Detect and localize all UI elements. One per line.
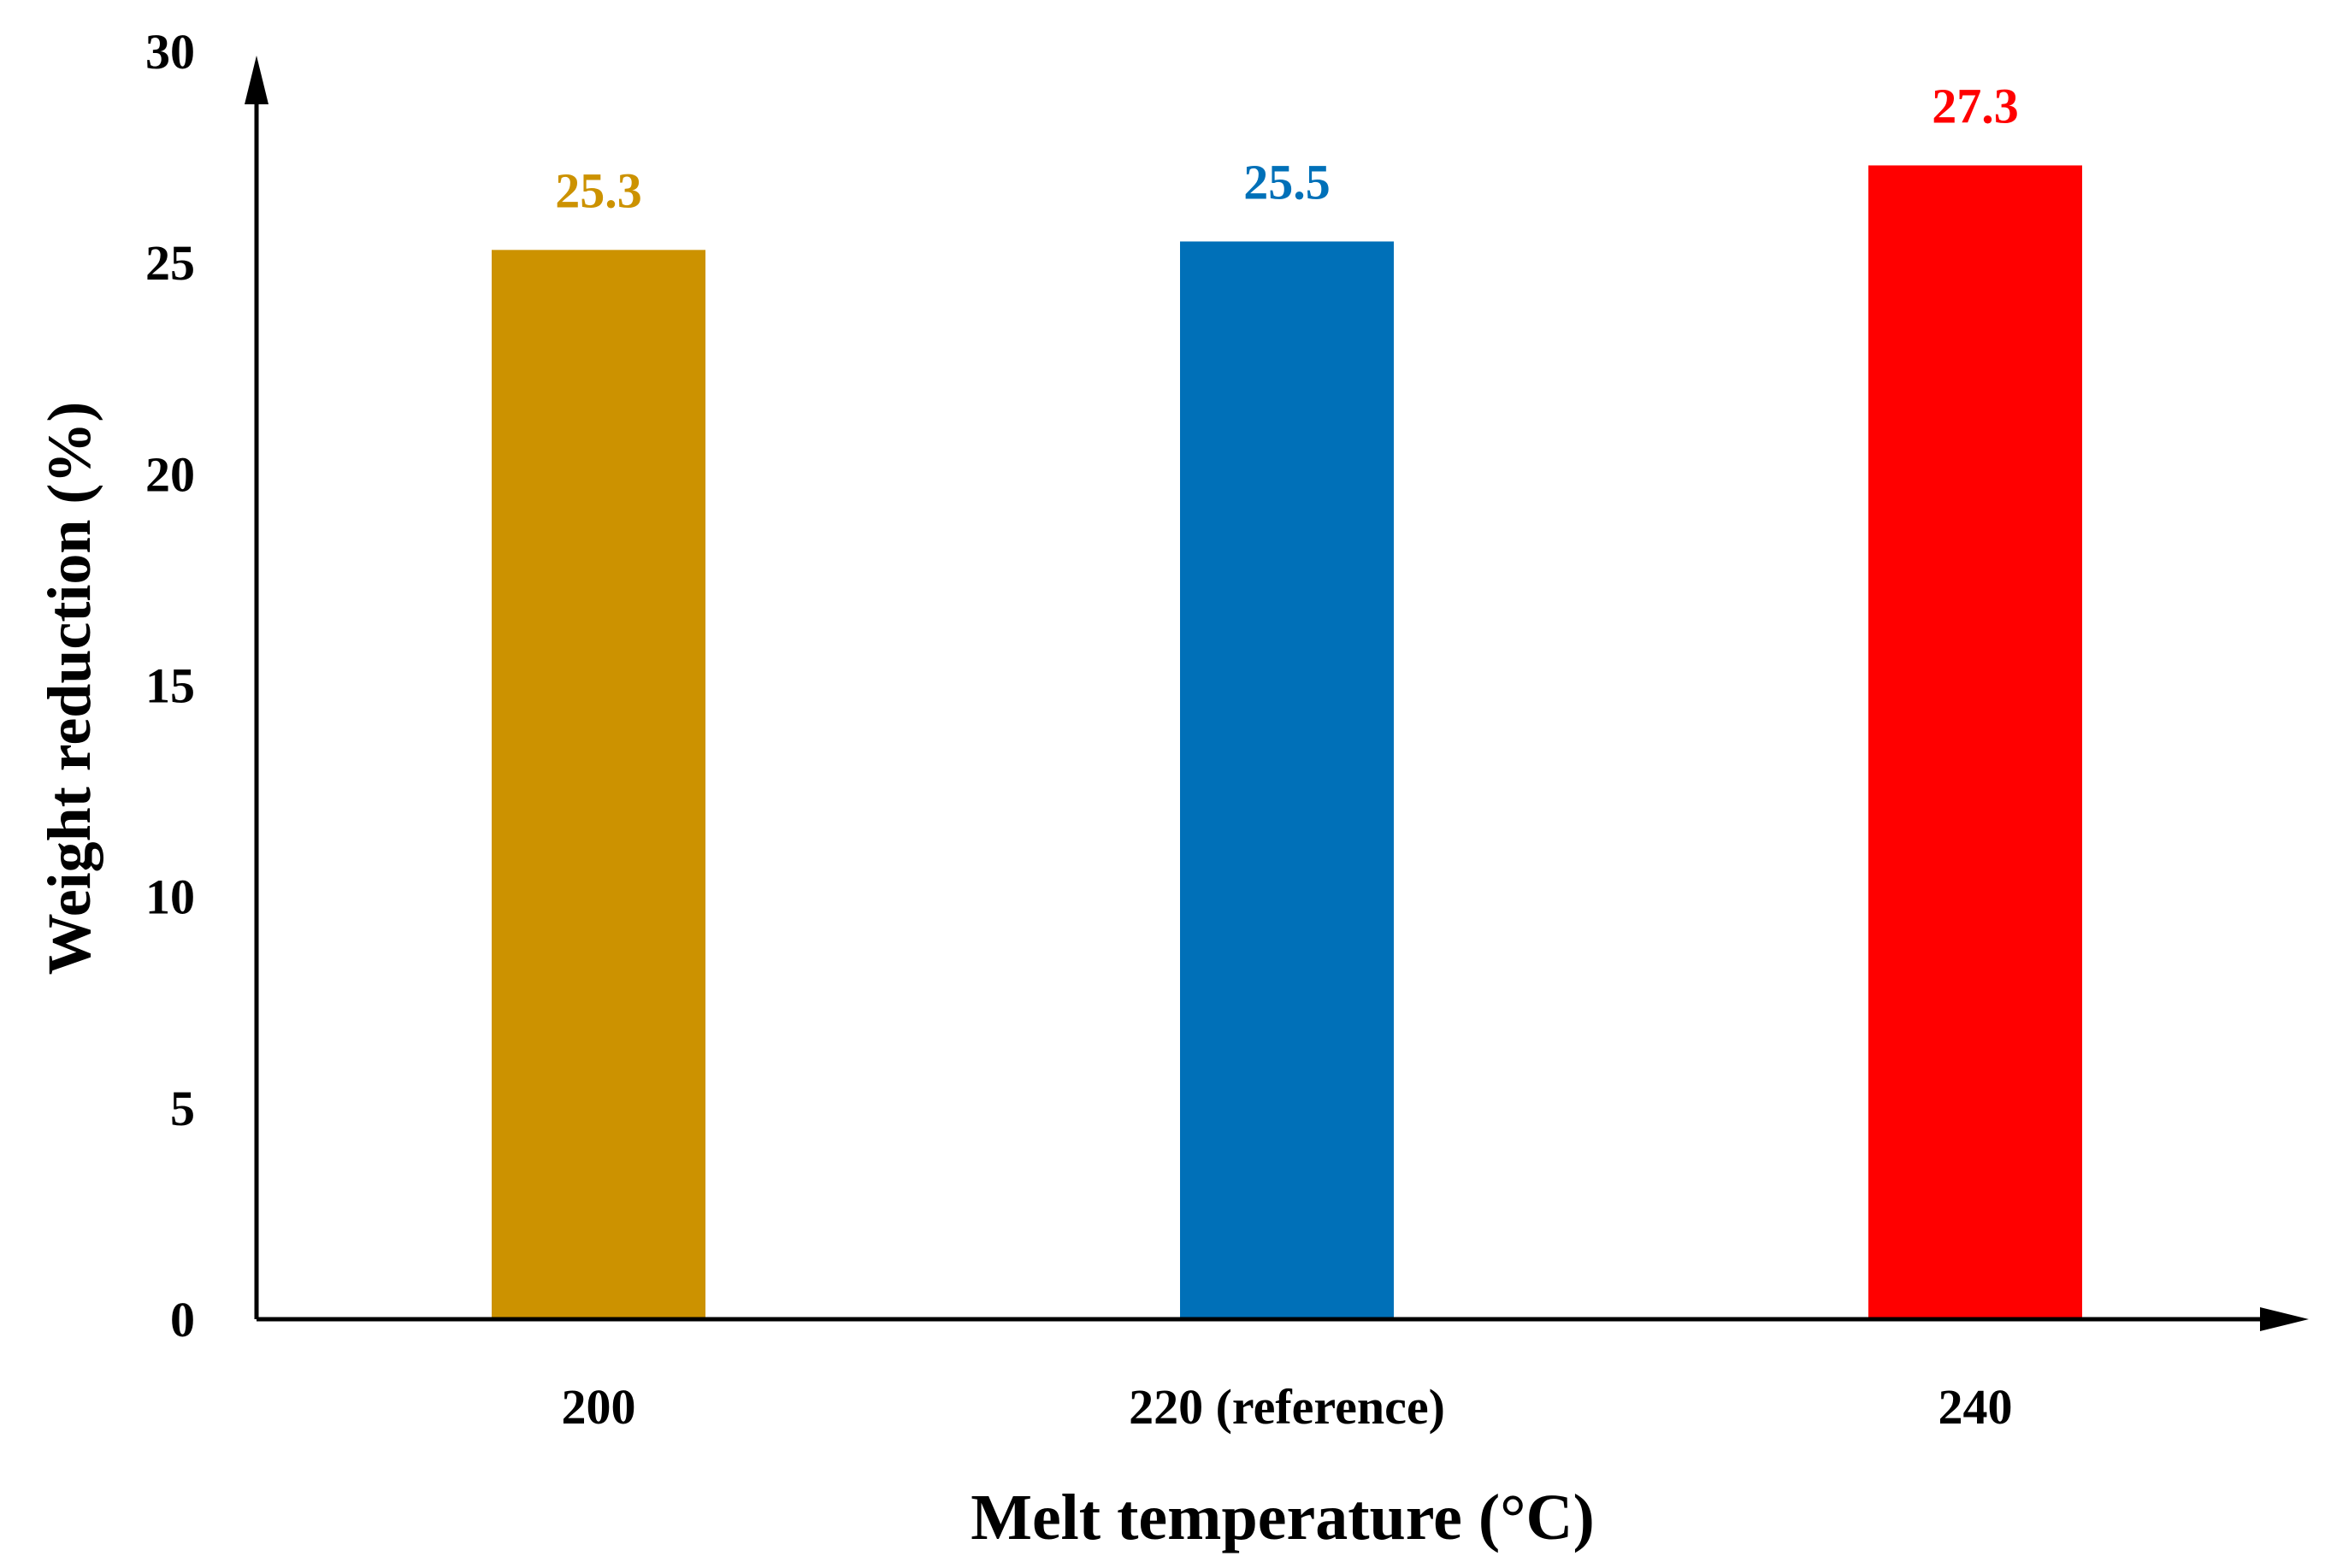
x-tick-label: 240 [1938, 1379, 2013, 1435]
y-tick-label: 5 [170, 1081, 195, 1136]
bar-200 [492, 250, 705, 1319]
x-axis-arrowhead [2260, 1307, 2309, 1331]
data-label: 27.3 [1932, 78, 2019, 133]
data-labels: 25.3 25.5 27.3 [555, 78, 2019, 218]
y-tick-label: 25 [145, 235, 195, 291]
x-tick-label: 220 (reference) [1129, 1379, 1445, 1435]
y-tick-label: 10 [145, 869, 195, 925]
axes-layer [245, 56, 2309, 1331]
data-label: 25.5 [1243, 154, 1331, 209]
bar-220 [1180, 241, 1394, 1320]
x-tick-label: 200 [562, 1379, 636, 1435]
y-tick-label: 30 [145, 24, 195, 80]
x-axis-title: Melt temperature (°C) [971, 1482, 1595, 1553]
y-axis-arrowhead [245, 56, 268, 104]
y-axis-title: Weight reduction (%) [35, 402, 103, 976]
y-tick-label: 20 [145, 446, 195, 502]
bar-240 [1868, 165, 2082, 1320]
bars-layer [492, 165, 2082, 1320]
y-tick-labels: 0 5 10 15 20 25 30 [145, 24, 195, 1347]
x-tick-labels: 200 220 (reference) 240 [562, 1379, 2013, 1435]
y-tick-label: 15 [145, 658, 195, 714]
data-label: 25.3 [555, 162, 642, 218]
y-tick-label: 0 [170, 1292, 195, 1347]
